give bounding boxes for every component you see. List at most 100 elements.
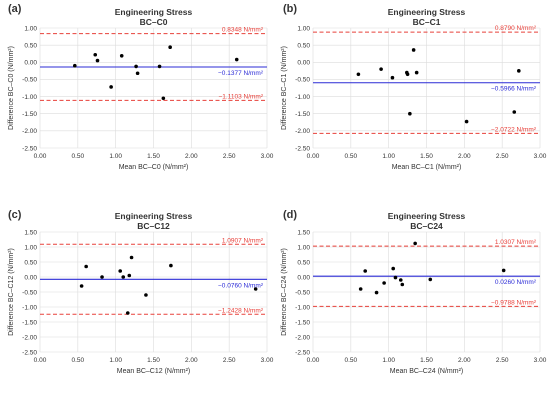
y-tick-label: 0.00 <box>297 60 310 67</box>
y-tick-label: -0.50 <box>22 289 37 296</box>
y-tick-label: -2.00 <box>295 128 310 135</box>
data-point <box>405 72 410 77</box>
chart-subtitle: BC–C1 <box>413 17 441 27</box>
x-tick-label: 0.50 <box>72 153 85 160</box>
x-tick-label: 1.00 <box>382 153 395 160</box>
data-point <box>414 70 419 75</box>
y-tick-label: 1.50 <box>297 229 310 236</box>
data-point <box>464 119 469 124</box>
y-tick-label: -2.00 <box>22 128 37 135</box>
x-tick-label: 3.00 <box>534 357 547 364</box>
x-tick-label: 0.00 <box>34 153 47 160</box>
panel-label: (c) <box>8 209 22 221</box>
y-tick-label: -1.50 <box>295 111 310 118</box>
x-tick-label: 3.00 <box>534 153 547 160</box>
data-point <box>390 75 395 80</box>
y-tick-label: -2.50 <box>295 349 310 356</box>
y-tick-label: 0.50 <box>24 259 37 266</box>
data-point <box>79 284 84 288</box>
y-tick-label: 1.00 <box>24 244 37 251</box>
grid-lines <box>312 27 541 149</box>
data-point <box>382 281 386 285</box>
data-point <box>413 241 417 246</box>
y-tick-label: -1.50 <box>22 111 37 118</box>
x-axis-label: Mean BC–C24 (N/mm²) <box>390 368 464 375</box>
lower-loa-label: −0.9788 N/mm² <box>491 299 537 306</box>
chart-subtitle: BC–C12 <box>137 221 170 231</box>
data-point <box>517 69 521 73</box>
data-point <box>118 269 123 273</box>
panel-label: (b) <box>283 3 297 15</box>
y-axis-label: Difference BC–C12 (N/mm²) <box>8 248 15 336</box>
x-tick-label: 1.50 <box>420 357 433 364</box>
x-tick-label: 2.00 <box>185 153 198 160</box>
x-tick-label: 2.50 <box>496 153 509 160</box>
data-point <box>127 273 132 278</box>
y-axis-label: Difference BC–C24 (N/mm²) <box>281 248 288 336</box>
data-point <box>121 275 126 279</box>
x-tick-label: 2.50 <box>496 357 509 364</box>
data-point <box>84 264 88 269</box>
data-points <box>356 48 521 124</box>
y-tick-label: -2.50 <box>295 145 310 152</box>
data-point <box>408 111 412 116</box>
data-point <box>168 45 172 49</box>
x-tick-label: 3.00 <box>261 153 274 160</box>
y-tick-label: -1.50 <box>22 319 37 326</box>
chart-title: Engineering Stress <box>115 211 193 221</box>
x-tick-label: 0.50 <box>345 153 358 160</box>
data-point <box>95 58 100 63</box>
x-tick-label: 2.00 <box>458 357 471 364</box>
data-point <box>144 293 148 297</box>
y-tick-label: -0.50 <box>295 77 310 84</box>
y-tick-label: -2.00 <box>22 334 37 341</box>
data-point <box>93 52 98 57</box>
data-point <box>253 287 258 291</box>
x-axis-label: Mean BC–C1 (N/mm²) <box>392 164 462 171</box>
y-axis-label: Difference BC–C0 (N/mm²) <box>8 46 15 130</box>
upper-loa-label: 1.0907 N/mm² <box>222 237 264 244</box>
y-tick-label: 1.50 <box>24 229 37 236</box>
grid-lines <box>39 27 268 149</box>
data-point <box>391 266 396 271</box>
x-tick-label: 0.50 <box>345 357 358 364</box>
y-tick-label: -2.00 <box>295 334 310 341</box>
y-tick-label: 0.50 <box>297 259 310 266</box>
x-axis-label: Mean BC–C12 (N/mm²) <box>117 368 191 375</box>
y-tick-label: 0.50 <box>24 42 37 49</box>
x-tick-label: 1.00 <box>109 357 122 364</box>
y-tick-label: 0.00 <box>24 60 37 67</box>
y-tick-label: -1.50 <box>295 319 310 326</box>
x-tick-label: 2.00 <box>185 357 198 364</box>
data-point <box>100 275 104 279</box>
data-point <box>157 64 162 69</box>
x-tick-label: 2.00 <box>458 153 471 160</box>
data-point <box>169 263 173 268</box>
upper-loa-label: 0.8348 N/mm² <box>222 27 264 34</box>
mean-difference-label: −0.0760 N/mm² <box>218 282 264 289</box>
chart-subtitle: BC–C0 <box>140 17 168 27</box>
grid-lines <box>39 231 268 353</box>
data-point <box>129 255 134 260</box>
x-tick-label: 0.00 <box>307 153 320 160</box>
y-tick-label: 1.00 <box>297 25 310 32</box>
data-point <box>374 290 379 295</box>
x-axis-label: Mean BC–C0 (N/mm²) <box>119 164 189 171</box>
data-point <box>398 278 403 282</box>
data-point <box>73 63 77 68</box>
upper-loa-label: 0.8790 N/mm² <box>495 25 537 32</box>
mean-difference-label: −0.5966 N/mm² <box>491 86 537 93</box>
data-points <box>73 45 239 101</box>
data-point <box>161 96 166 101</box>
data-point <box>501 268 506 273</box>
data-point <box>125 311 130 315</box>
chart-title: Engineering Stress <box>388 7 466 17</box>
data-point <box>393 275 398 280</box>
chart-title: Engineering Stress <box>115 7 193 17</box>
y-tick-label: -1.00 <box>22 94 37 101</box>
